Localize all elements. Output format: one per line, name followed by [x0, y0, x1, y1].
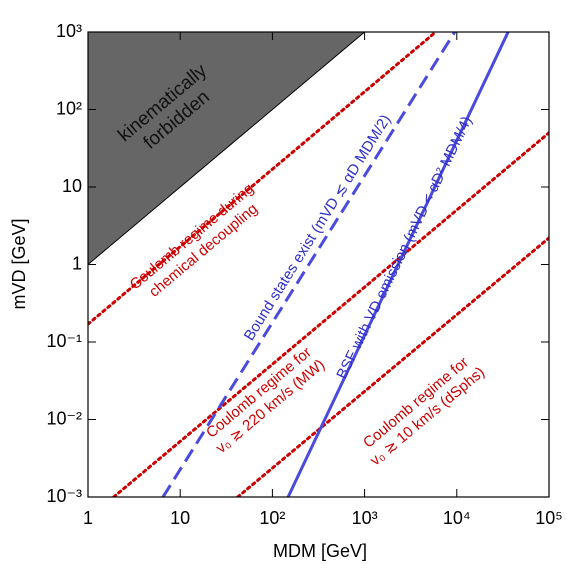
x-tick-label: 10: [170, 508, 190, 528]
forbidden-region: [88, 32, 366, 266]
y-axis-label: mVD [GeV]: [9, 218, 29, 309]
y-tick-label: 1: [72, 253, 82, 273]
curve: [236, 236, 549, 497]
y-tick-label: 10: [62, 176, 82, 196]
curve: [112, 131, 549, 497]
y-tick-label: 10⁻³: [46, 486, 82, 506]
y-tick-label: 10³: [56, 21, 82, 41]
curve: [161, 32, 457, 497]
curve: [286, 32, 510, 497]
curve: [88, 32, 438, 326]
plot-area: [88, 32, 549, 497]
x-axis-label: MDM [GeV]: [273, 541, 367, 561]
y-tick-label: 10⁻²: [46, 408, 82, 428]
x-tick-label: 10⁵: [535, 508, 562, 528]
y-tick-label: 10⁻¹: [46, 331, 82, 351]
y-tick-label: 10²: [56, 98, 82, 118]
x-tick-label: 1: [83, 508, 93, 528]
x-tick-label: 10⁴: [443, 508, 471, 528]
x-tick-label: 10²: [259, 508, 285, 528]
x-tick-label: 10³: [352, 508, 378, 528]
